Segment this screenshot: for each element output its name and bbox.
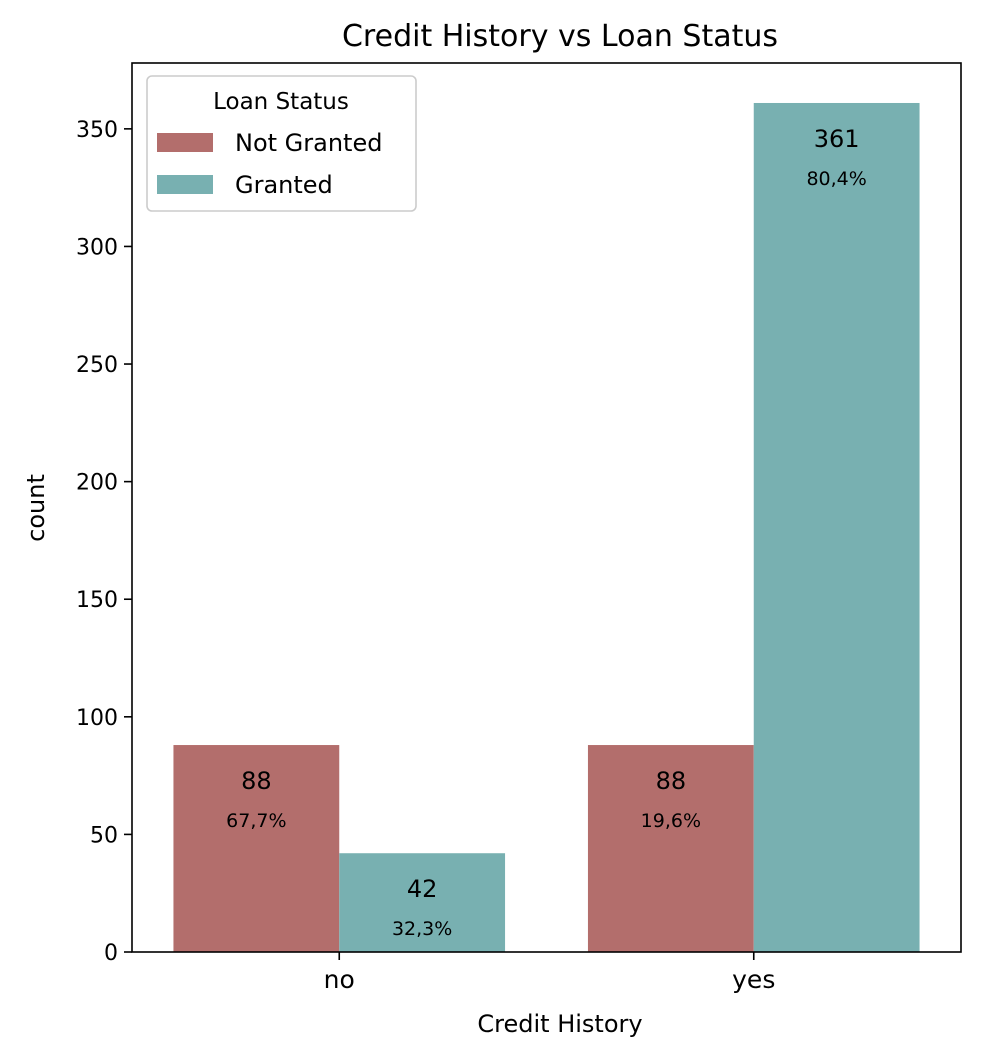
bar-granted-no	[339, 853, 506, 952]
legend-label-granted: Granted	[235, 171, 333, 199]
bar-labels-group: 88 67,7% 88 19,6% 42 32,3% 361 80,4%	[226, 125, 867, 940]
x-tick-label-yes: yes	[732, 965, 775, 994]
percent-label-not-granted-yes: 19,6%	[641, 810, 701, 832]
y-axis: 0 50 100 150 200 250 300 350	[76, 118, 132, 966]
y-tick-label: 100	[76, 706, 118, 731]
y-tick-label: 350	[76, 118, 118, 143]
count-label-granted-no: 42	[407, 875, 438, 903]
legend: Loan Status Not Granted Granted	[146, 75, 417, 212]
count-label-granted-yes: 361	[814, 125, 860, 153]
y-tick-label: 300	[76, 235, 118, 260]
y-axis-label: count	[22, 474, 50, 542]
percent-label-not-granted-no: 67,7%	[226, 810, 286, 832]
y-tick-label: 50	[90, 823, 118, 848]
bar-not-granted-yes	[587, 745, 754, 952]
y-tick-label: 150	[76, 588, 118, 613]
legend-swatch-granted	[157, 175, 213, 194]
x-tick-label-no: no	[324, 965, 355, 994]
legend-swatch-not-granted	[157, 133, 213, 152]
y-tick-label: 250	[76, 353, 118, 378]
x-axis: no yes	[324, 952, 775, 994]
y-tick-label: 200	[76, 471, 118, 496]
count-label-not-granted-yes: 88	[656, 767, 687, 795]
percent-label-granted-yes: 80,4%	[806, 168, 866, 190]
y-tick-label: 0	[104, 941, 118, 966]
bars-group	[173, 102, 920, 952]
count-label-not-granted-no: 88	[241, 767, 272, 795]
bar-not-granted-no	[173, 745, 340, 952]
legend-title: Loan Status	[213, 89, 349, 115]
bar-granted-yes	[753, 102, 920, 952]
chart-title: Credit History vs Loan Status	[342, 19, 778, 54]
legend-label-not-granted: Not Granted	[235, 129, 382, 157]
plot-frame	[131, 62, 962, 953]
percent-label-granted-no: 32,3%	[392, 918, 452, 940]
x-axis-label: Credit History	[477, 1010, 642, 1038]
legend-frame	[146, 75, 417, 212]
